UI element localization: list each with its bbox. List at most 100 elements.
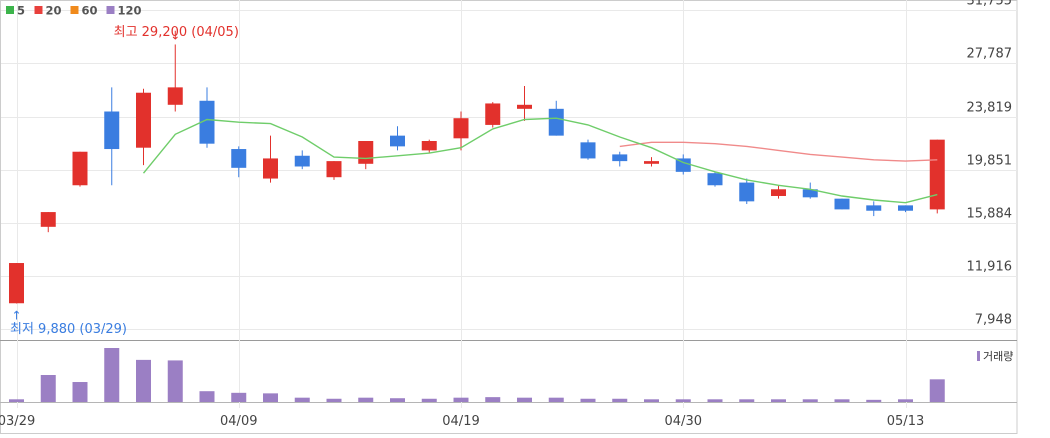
- candle-body: [326, 161, 342, 178]
- date-tick-label: 04/19: [442, 414, 479, 429]
- volume-bar: [866, 399, 882, 402]
- volume-bar: [644, 399, 659, 402]
- price-tick-label: 15,884: [967, 207, 1013, 222]
- legend-label: 20: [46, 4, 62, 18]
- candle-body: [263, 158, 278, 179]
- volume-bar: [485, 397, 501, 402]
- candle-body: [739, 182, 755, 202]
- volume-bar: [231, 392, 247, 402]
- volume-bar: [167, 360, 183, 402]
- candle-body: [771, 189, 786, 196]
- low-arrow-icon: ↑: [11, 309, 21, 323]
- volume-bar: [675, 399, 691, 402]
- volume-bar: [294, 397, 310, 402]
- candle-body: [40, 212, 56, 227]
- volume-bar: [263, 393, 278, 402]
- legend-label: 60: [82, 4, 98, 18]
- legend-label: 5: [17, 4, 25, 18]
- candle-body: [390, 135, 405, 147]
- candle-body: [929, 139, 945, 210]
- legend-swatch: [106, 6, 115, 14]
- volume-bar: [72, 382, 88, 402]
- candle-body: [898, 205, 913, 211]
- price-tick-label: 7,948: [975, 313, 1012, 328]
- legend-swatch: [70, 6, 79, 14]
- candle-body: [707, 173, 723, 186]
- volume-bars: 거래량: [9, 348, 1013, 402]
- date-tick-label: 05/13: [887, 414, 924, 429]
- candle-body: [72, 151, 88, 186]
- volume-bar: [104, 348, 120, 402]
- price-tick-label: 11,916: [967, 260, 1013, 275]
- candle-body: [834, 198, 850, 210]
- candle-body: [358, 141, 374, 164]
- price-grid: [1, 10, 1017, 330]
- date-grid: [17, 0, 907, 408]
- date-tick-label: 03/29: [0, 414, 35, 429]
- candle-body: [136, 92, 151, 148]
- volume-bar: [802, 399, 818, 402]
- legend-swatch: [34, 6, 43, 14]
- volume-bar: [40, 375, 56, 402]
- high-arrow-icon: ↓: [170, 28, 180, 42]
- volume-legend-label: 거래량: [983, 350, 1013, 363]
- date-tick-label: 04/09: [220, 414, 257, 429]
- volume-bar: [421, 398, 437, 402]
- chart-frame: [0, 0, 1018, 434]
- price-tick-label: 19,851: [967, 154, 1013, 169]
- candle-body: [485, 103, 501, 125]
- volume-bar: [453, 397, 469, 402]
- volume-bar: [548, 397, 564, 402]
- date-tick-label: 04/30: [665, 414, 702, 429]
- volume-bar: [739, 399, 755, 402]
- price-markers: 최고 29,200 (04/05)↓ ↑최저 9,880 (03/29): [10, 25, 239, 337]
- candle-body: [421, 141, 437, 151]
- low-price-label: 최저 9,880 (03/29): [10, 322, 127, 337]
- volume-bar: [834, 399, 850, 402]
- candle-body: [675, 158, 691, 172]
- volume-bar: [136, 359, 151, 402]
- volume-bar: [9, 399, 24, 402]
- candles: [9, 44, 945, 304]
- volume-legend-swatch: [977, 351, 980, 361]
- candle-body: [802, 189, 818, 198]
- volume-bar: [358, 397, 374, 402]
- candle-body: [104, 111, 120, 150]
- volume-bar: [612, 398, 628, 402]
- price-tick-label: 23,819: [967, 101, 1013, 116]
- volume-bar: [390, 398, 405, 402]
- candle-body: [294, 155, 310, 167]
- price-axis: 31,755 27,787 23,819 19,851 15,884 11,916 7,94…: [967, 0, 1013, 328]
- candle-body: [580, 142, 596, 159]
- volume-bar: [517, 397, 532, 402]
- moving-averages: [142, 117, 938, 204]
- legend: 5 20 60 120: [6, 4, 142, 18]
- volume-bar: [580, 398, 596, 402]
- price-tick-label: 27,787: [967, 47, 1013, 62]
- price-tick-label: 31,755: [967, 0, 1013, 9]
- chart-border: [0, 0, 1018, 434]
- candle-body: [644, 161, 659, 164]
- legend-label: 120: [118, 4, 142, 18]
- ma5-line: [142, 117, 938, 204]
- candle-body: [866, 205, 882, 211]
- volume-bar: [898, 399, 913, 402]
- candle-body: [453, 118, 469, 139]
- date-axis: 03/29 04/09 04/19 04/30 05/13: [0, 414, 924, 429]
- high-price-label: 최고 29,200 (04/05): [114, 25, 239, 40]
- volume-bar: [929, 379, 945, 402]
- volume-bar: [771, 399, 786, 402]
- candle-body: [199, 100, 215, 144]
- candle-body: [231, 149, 247, 168]
- volume-bar: [326, 398, 342, 402]
- legend-swatch: [6, 6, 14, 14]
- candle-body: [9, 263, 24, 304]
- volume-bar: [707, 399, 723, 402]
- ma20-line: [619, 141, 938, 162]
- volume-bar: [199, 391, 215, 402]
- candle-body: [548, 108, 564, 136]
- candle-body: [517, 104, 532, 109]
- candle-body: [167, 87, 183, 105]
